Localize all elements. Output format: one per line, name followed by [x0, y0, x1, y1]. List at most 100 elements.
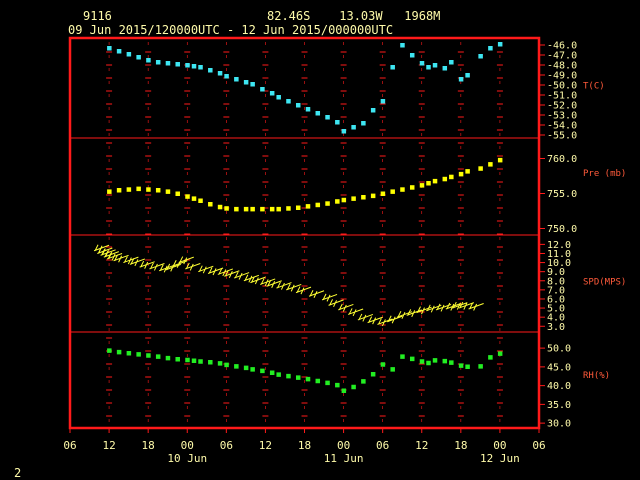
pres-point	[198, 198, 203, 203]
pres-point	[449, 174, 454, 180]
temp-point	[198, 65, 203, 70]
pres-point	[155, 188, 161, 193]
temp-point	[370, 108, 376, 113]
x-tick-label: 06	[63, 439, 76, 452]
y-tick-label: -49.0	[547, 71, 577, 82]
rh-point	[185, 357, 190, 363]
rh-point	[478, 364, 483, 369]
rh-point	[442, 358, 448, 364]
temp-point	[426, 65, 431, 70]
wind-barb	[224, 270, 240, 278]
temp-point	[458, 77, 464, 82]
wind-barb	[452, 301, 468, 310]
temp-point	[191, 64, 197, 69]
rh-point	[155, 354, 161, 359]
y-tick-label: -51.0	[547, 91, 577, 102]
temp-point	[286, 99, 291, 104]
y-tick-label: 30.0	[547, 419, 571, 430]
x-tick-label: 00	[181, 439, 194, 452]
temp-point	[335, 120, 340, 125]
pres-point	[146, 187, 151, 192]
temp-point	[146, 58, 151, 63]
y-tick-label: 3.0	[547, 322, 565, 333]
temp-point	[341, 129, 347, 134]
rh-point	[432, 358, 438, 363]
x-tick-label: 06	[532, 439, 545, 452]
pres-point	[305, 204, 311, 209]
pres-point	[217, 204, 223, 210]
wind-barb	[367, 316, 383, 325]
temp-point	[243, 80, 249, 85]
rh-point	[419, 359, 425, 364]
x-tick-label: 00	[337, 439, 350, 452]
pres-point	[234, 206, 239, 212]
rh-point	[295, 375, 301, 380]
y-tick-label: -52.0	[547, 101, 577, 112]
temp-point	[208, 68, 213, 73]
x-tick-label: 18	[454, 439, 467, 452]
x-tick-label: 12	[415, 439, 428, 452]
y-tick-label: 40.0	[547, 381, 571, 392]
temp-point	[325, 115, 330, 120]
y-tick-label: 6.0	[547, 294, 565, 305]
wind-barb	[93, 244, 110, 253]
wind-barb	[468, 302, 484, 311]
y-tick-label: 760.0	[547, 154, 577, 165]
x-tick-label: 06	[376, 439, 389, 452]
rh-point	[234, 364, 239, 369]
x-tick-label: 06	[220, 439, 233, 452]
rh-point	[107, 348, 112, 353]
temp-point	[497, 42, 503, 47]
y-tick-label: 9.0	[547, 267, 565, 278]
rh-point	[325, 380, 330, 386]
rh-point	[497, 351, 503, 356]
rh-point	[136, 352, 141, 357]
y-tick-label: -54.0	[547, 121, 577, 132]
x-tick-label: 00	[493, 439, 506, 452]
pres-point	[465, 169, 470, 174]
wind-barb	[149, 262, 165, 271]
rh-point	[217, 361, 223, 366]
pres-point	[409, 185, 415, 190]
pres-point	[165, 189, 171, 194]
rh-point	[250, 367, 255, 372]
temp-point	[488, 46, 493, 51]
x-tick-label: 12	[102, 439, 115, 452]
wind-barb	[113, 254, 129, 263]
wind-barb	[185, 262, 201, 271]
temp-point	[432, 63, 438, 68]
temp-point	[400, 43, 405, 48]
temp-series	[107, 42, 503, 134]
temp-point	[269, 91, 275, 96]
y-tick-label: 750.0	[547, 224, 577, 235]
rh-point	[146, 353, 151, 358]
pres-point	[315, 202, 321, 208]
wind-barb	[207, 267, 224, 276]
wind-barb	[445, 302, 462, 311]
wind-barb	[266, 280, 282, 288]
wind-barb	[276, 281, 292, 290]
pres-point	[426, 181, 431, 186]
temp-point	[217, 71, 223, 76]
wind-barb	[233, 271, 250, 280]
pres-point	[286, 206, 291, 211]
pres-point	[175, 191, 180, 196]
wind-series	[93, 244, 484, 327]
wind-barb	[406, 309, 422, 318]
pres-point	[380, 191, 386, 196]
rh-point	[465, 364, 470, 369]
temp-point	[442, 66, 448, 71]
y-tick-label: 10.0	[547, 258, 571, 269]
wind-barb	[259, 278, 276, 287]
pres-point	[335, 199, 340, 204]
wind-barb	[139, 260, 155, 269]
y-tick-label: -48.0	[547, 61, 577, 72]
rh-point	[175, 357, 180, 362]
temp-point	[185, 63, 190, 68]
y-tick-label: 45.0	[547, 362, 571, 373]
wind-barb	[123, 256, 139, 265]
panel-label: RH(%)	[583, 371, 610, 381]
temp-point	[351, 125, 356, 130]
y-tick-label: 11.0	[547, 249, 571, 260]
rh-point	[400, 354, 405, 359]
